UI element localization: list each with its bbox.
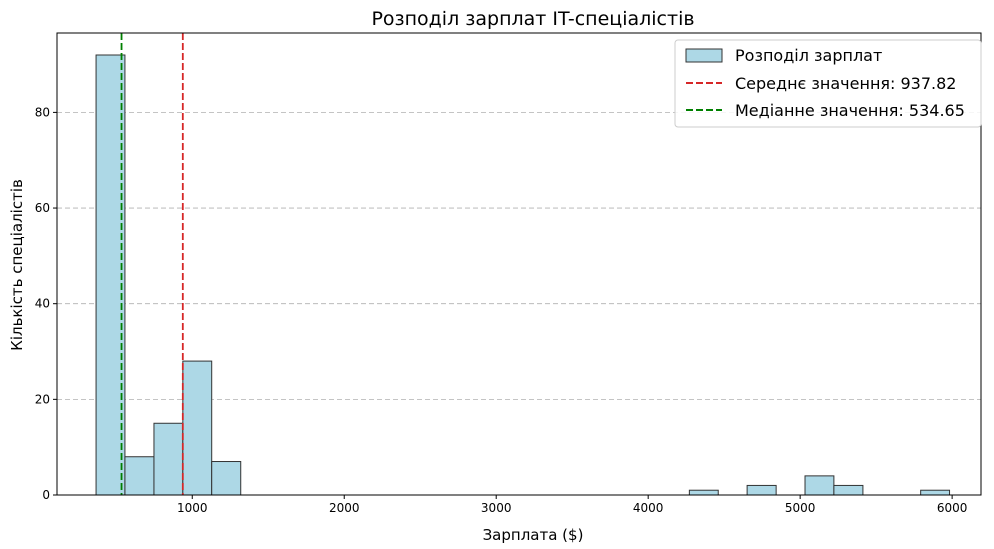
reference-lines [120, 33, 184, 495]
legend-label-mean: Середнє значення: 937.82 [735, 74, 956, 93]
y-tick-label: 0 [42, 488, 50, 502]
histogram-bar [182, 360, 213, 496]
x-tick-label: 2000 [329, 501, 360, 515]
x-tick-label: 1000 [177, 501, 208, 515]
y-tick-label: 40 [35, 297, 50, 311]
legend: Розподіл зарплат Середнє значення: 937.8… [674, 39, 982, 128]
x-axis-label: Зарплата ($) [483, 526, 584, 544]
histogram-bar [688, 489, 719, 496]
y-axis-ticks: 0 20 40 60 80 [35, 105, 57, 502]
histogram-bar [746, 484, 777, 496]
x-tick-label: 3000 [481, 501, 512, 515]
x-tick-label: 5000 [785, 501, 816, 515]
histogram-bar [920, 489, 951, 496]
legend-box [674, 39, 982, 128]
chart-title: Розподіл зарплат IT-спеціалістів [371, 8, 694, 30]
legend-swatch-histogram [685, 48, 723, 63]
x-axis-ticks: 1000 2000 3000 4000 5000 6000 [177, 495, 967, 515]
histogram-bar [153, 422, 184, 496]
x-tick-label: 4000 [633, 501, 664, 515]
x-tick-label: 6000 [937, 501, 968, 515]
histogram-bar [124, 456, 155, 496]
y-axis-label: Кількість спеціалістів [8, 179, 26, 351]
y-tick-label: 80 [35, 105, 50, 119]
y-tick-label: 20 [35, 392, 50, 406]
histogram-bar [804, 475, 835, 496]
legend-label-median: Медіанне значення: 534.65 [735, 101, 965, 120]
histogram-bar [211, 461, 242, 496]
legend-label-histogram: Розподіл зарплат [735, 46, 882, 65]
plot-frame [56, 32, 982, 496]
y-tick-label: 60 [35, 201, 50, 215]
histogram-bar [95, 54, 126, 496]
histogram-bar [833, 484, 864, 496]
